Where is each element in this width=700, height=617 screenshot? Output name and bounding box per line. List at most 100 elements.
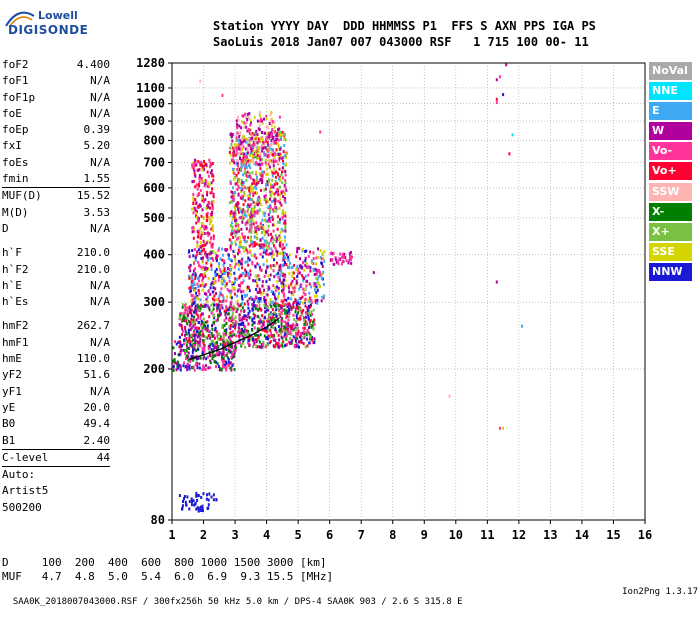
echo-point [172, 361, 175, 365]
echo-point [284, 170, 287, 173]
param-label: foEp [2, 123, 29, 137]
echo-point [194, 254, 197, 258]
echo-point [199, 329, 202, 333]
echo-point [319, 273, 321, 277]
echo-point [287, 255, 290, 259]
echo-point [234, 326, 237, 330]
echo-point [191, 226, 194, 230]
echo-point [277, 159, 279, 163]
echo-point [198, 217, 200, 221]
echo-point [238, 259, 240, 263]
echo-point [236, 321, 239, 325]
echo-point [252, 338, 255, 341]
echo-point [225, 368, 227, 372]
echo-point [285, 298, 288, 302]
echo-point [191, 500, 193, 504]
echo-point [271, 120, 274, 123]
echo-point [207, 267, 210, 271]
echo-point [185, 332, 188, 336]
echo-point [202, 492, 205, 496]
echo-point [192, 499, 195, 503]
echo-point [199, 189, 202, 193]
echo-point [273, 141, 276, 145]
echo-point [233, 143, 236, 146]
echo-point [247, 194, 250, 198]
echo-point [303, 276, 305, 280]
echo-point [282, 273, 285, 277]
echo-point [215, 303, 218, 307]
echo-point [217, 314, 219, 318]
echo-point [233, 172, 236, 176]
echo-point [192, 331, 195, 334]
echo-point [498, 426, 501, 430]
echo-point [282, 150, 285, 154]
echo-point [183, 495, 186, 498]
echo-point [254, 338, 257, 342]
echo-point [193, 347, 196, 351]
echo-point [248, 186, 251, 190]
echo-point [270, 237, 273, 241]
echo-point [321, 265, 324, 268]
echo-point [194, 267, 197, 271]
echo-point [205, 261, 208, 265]
echo-point [210, 348, 213, 351]
echo-point [186, 309, 189, 313]
echo-point [240, 160, 243, 164]
echo-point [270, 110, 273, 114]
echo-point [212, 277, 215, 281]
echo-point [188, 333, 191, 337]
echo-point [249, 123, 252, 127]
echo-point [230, 221, 233, 225]
echo-point [246, 209, 249, 213]
echo-point [264, 152, 267, 156]
echo-point [231, 194, 234, 198]
echo-point [265, 252, 268, 256]
echo-point [290, 307, 293, 311]
echo-point [197, 160, 200, 164]
echo-point [244, 314, 247, 318]
echo-point [236, 289, 239, 293]
echo-point [251, 319, 254, 323]
echo-point [280, 335, 283, 339]
echo-point [247, 336, 250, 340]
param-label: hmF2 [2, 319, 29, 333]
echo-point [221, 93, 224, 97]
echo-point [280, 331, 283, 335]
echo-point [225, 342, 228, 345]
echo-point [240, 162, 243, 166]
echo-point [232, 177, 235, 181]
echo-point [205, 207, 208, 210]
echo-point [188, 500, 191, 503]
echo-point [184, 333, 186, 337]
param-value: 5.20 [83, 139, 111, 153]
echo-point [267, 126, 270, 129]
echo-point [265, 304, 267, 308]
echo-point [198, 264, 200, 268]
echo-point [272, 164, 275, 168]
x-tick-label: 4 [263, 528, 270, 542]
echo-point [288, 332, 291, 336]
echo-point [242, 341, 245, 345]
echo-point [198, 279, 200, 283]
echo-point [231, 281, 234, 284]
echo-point [227, 360, 230, 364]
echo-point [233, 286, 236, 290]
echo-point [268, 159, 271, 163]
echo-point [215, 330, 218, 334]
echo-point [229, 334, 232, 338]
echo-point [281, 130, 284, 134]
echo-point [234, 346, 237, 349]
echo-point [278, 186, 281, 190]
echo-point [232, 171, 235, 174]
echo-point [277, 295, 280, 299]
echo-point [258, 124, 261, 128]
echo-point [234, 175, 237, 179]
ionogram-chart: 1 2 3 4 5 6 7 8 9 10 11 12 13 14 15 1680200300400500600… [136, 56, 652, 542]
param-value: N/A [90, 106, 110, 120]
echo-point [230, 355, 233, 359]
echo-point [281, 300, 284, 304]
echo-point [213, 294, 216, 298]
echo-point [211, 256, 214, 260]
echo-point [247, 256, 250, 260]
echo-point [249, 147, 252, 151]
